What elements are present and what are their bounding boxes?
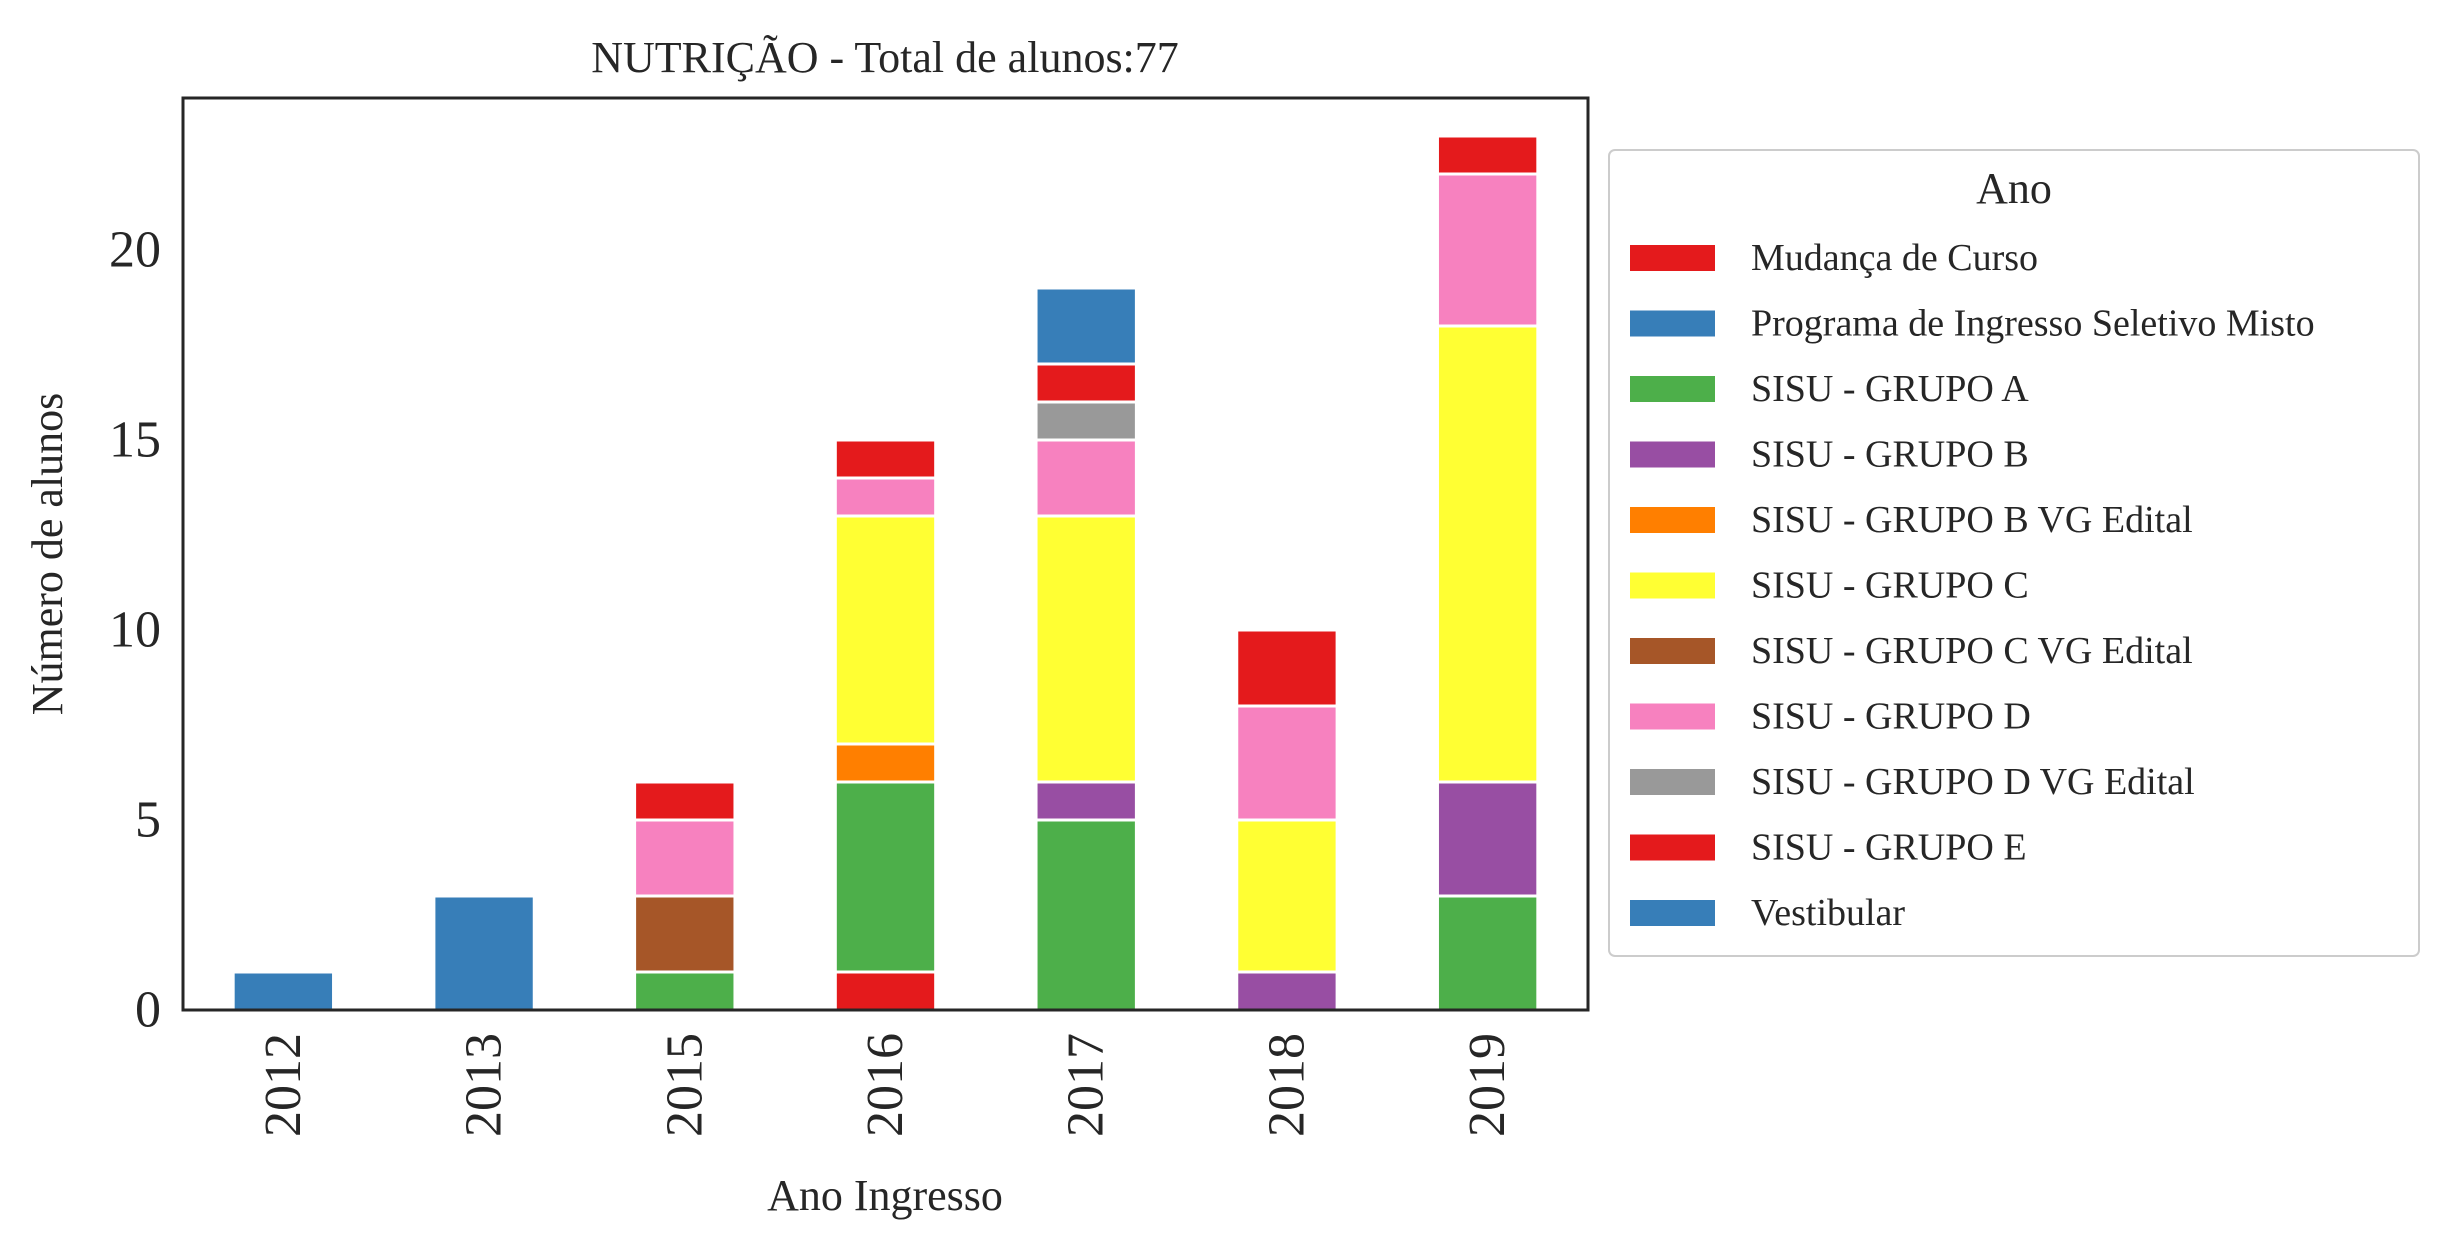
y-axis-ticks: 0 5 10 15 20 — [109, 222, 161, 1039]
legend-label: Mudança de Curso — [1751, 237, 2038, 279]
legend-swatch — [1630, 572, 1715, 599]
y-tick-label: 0 — [135, 982, 161, 1039]
bar-segment-2016-2 — [833, 780, 938, 974]
y-tick-label: 20 — [109, 222, 161, 279]
legend-label: SISU - GRUPO C VG Edital — [1751, 630, 2193, 672]
legend-frame — [1608, 149, 2420, 957]
legend-swatch — [1630, 769, 1715, 795]
bar-segment-2016-4 — [833, 742, 938, 784]
legend: Ano Mudança de Curso Programa de Ingresso… — [1608, 149, 2420, 957]
bar-segment-2019-2 — [1435, 894, 1540, 1012]
legend-label: SISU - GRUPO A — [1751, 368, 2029, 410]
bar-segment-2013-10 — [432, 894, 536, 1012]
x-tick-label: 2013 — [456, 1033, 513, 1137]
bar-segment-2015-7 — [633, 818, 737, 898]
x-tick-label: 2015 — [656, 1033, 713, 1137]
bar-segment-2015-9 — [633, 780, 737, 822]
legend-label: SISU - GRUPO D VG Edital — [1751, 761, 2195, 803]
legend-label: SISU - GRUPO E — [1751, 827, 2027, 869]
legend-swatch — [1630, 376, 1715, 402]
legend-swatch — [1630, 507, 1715, 533]
legend-swatch — [1630, 441, 1715, 468]
bar-segment-2017-9 — [1034, 362, 1138, 404]
bar-segment-2019-3 — [1435, 780, 1540, 898]
bar-segment-2019-9 — [1435, 134, 1540, 176]
bar-segment-2018-3 — [1235, 970, 1339, 1012]
bar-segment-2017-7 — [1034, 438, 1138, 518]
bar-segment-2012-10 — [231, 970, 336, 1012]
legend-label: SISU - GRUPO B — [1751, 434, 2029, 476]
legend-swatch — [1630, 638, 1715, 664]
legend-title: Ano — [1976, 164, 2052, 213]
legend-label: SISU - GRUPO C — [1751, 565, 2029, 607]
x-tick-label: 2018 — [1258, 1033, 1315, 1137]
legend-label: SISU - GRUPO D — [1751, 696, 2031, 738]
bar-segment-2017-3 — [1034, 780, 1138, 822]
y-tick-label: 5 — [135, 792, 161, 849]
bar-segment-2015-6 — [633, 894, 737, 974]
bar-segment-2017-5 — [1034, 514, 1138, 784]
bar-segment-2017-10 — [1034, 286, 1138, 366]
bar-segment-2016-9 — [833, 438, 938, 480]
y-axis-label: Número de alunos — [23, 393, 72, 716]
bar-segment-2017-2 — [1034, 818, 1138, 1012]
bar-segment-2016-7 — [833, 476, 938, 518]
x-tick-label: 2016 — [857, 1033, 914, 1137]
x-tick-label: 2017 — [1058, 1033, 1115, 1137]
bars-group — [231, 134, 1540, 1012]
bar-segment-2016-0 — [833, 970, 938, 1012]
bar-segment-2019-5 — [1435, 324, 1540, 784]
legend-swatch — [1630, 703, 1715, 730]
legend-swatch — [1630, 245, 1715, 271]
plot-frame — [181, 96, 1590, 1012]
legend-label: Vestibular — [1751, 892, 1905, 934]
bar-segment-2016-5 — [833, 514, 938, 746]
bar-segment-2015-2 — [633, 970, 737, 1012]
legend-swatch — [1630, 900, 1715, 926]
legend-swatch — [1630, 310, 1715, 337]
bar-segment-2018-9 — [1235, 628, 1339, 708]
x-tick-label: 2019 — [1459, 1033, 1516, 1137]
y-tick-label: 10 — [109, 602, 161, 659]
bar-segment-2019-7 — [1435, 172, 1540, 328]
y-tick-label: 15 — [109, 412, 161, 469]
legend-label: Programa de Ingresso Seletivo Misto — [1751, 303, 2315, 345]
legend-swatch — [1630, 834, 1715, 861]
bar-segment-2018-5 — [1235, 818, 1339, 974]
bar-segment-2018-7 — [1235, 704, 1339, 822]
x-tick-label: 2012 — [255, 1033, 312, 1137]
x-axis-ticks: 2012 2013 2015 2016 2017 2018 2019 — [255, 1033, 1516, 1137]
chart-title: NUTRIÇÃO - Total de alunos:77 — [591, 33, 1179, 82]
legend-label: SISU - GRUPO B VG Edital — [1751, 499, 2193, 541]
bar-segment-2017-8 — [1034, 400, 1138, 442]
legend-items: Mudança de Curso Programa de Ingresso Sel… — [1630, 237, 2315, 934]
x-axis-label: Ano Ingresso — [767, 1171, 1003, 1220]
